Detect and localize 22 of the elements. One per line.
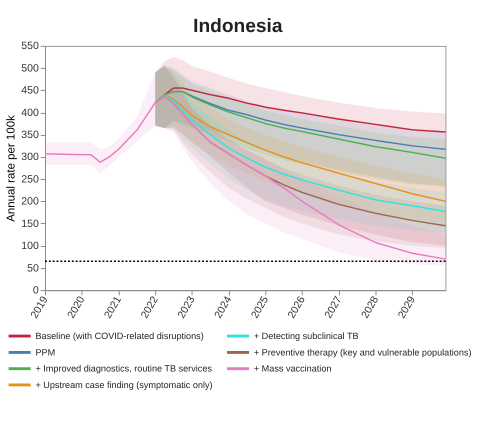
legend-label: PPM [35, 347, 56, 358]
y-tick-label: 50 [27, 262, 39, 274]
y-tick-label: 100 [21, 240, 39, 252]
y-tick-label: 500 [21, 62, 39, 74]
y-tick-label: 250 [21, 173, 39, 186]
y-tick-label: 350 [21, 129, 39, 142]
y-tick-label: 400 [21, 106, 39, 119]
y-tick-label: 450 [21, 84, 39, 97]
legend-label: + Preventive therapy (key and vulnerable populations) [254, 347, 472, 358]
y-tick-label: 300 [21, 151, 39, 164]
legend-label: + Detecting subclinical TB [254, 330, 359, 341]
chart-title: Indonesia [193, 16, 283, 37]
y-axis-title: Annual rate per 100k [6, 114, 18, 222]
legend-label: + Mass vaccination [254, 364, 332, 374]
legend-label: + Improved diagnostics, routine TB services [35, 364, 212, 374]
y-tick-label: 200 [21, 196, 39, 208]
y-tick-label: 550 [21, 40, 39, 52]
y-tick-label: 0 [32, 284, 39, 296]
legend-label: Baseline (with COVID-related disruptions) [35, 330, 204, 341]
line-series [44, 96, 446, 260]
y-tick-label: 150 [21, 218, 39, 230]
legend-label: + Upstream case finding (symptomatic only) [35, 380, 213, 390]
